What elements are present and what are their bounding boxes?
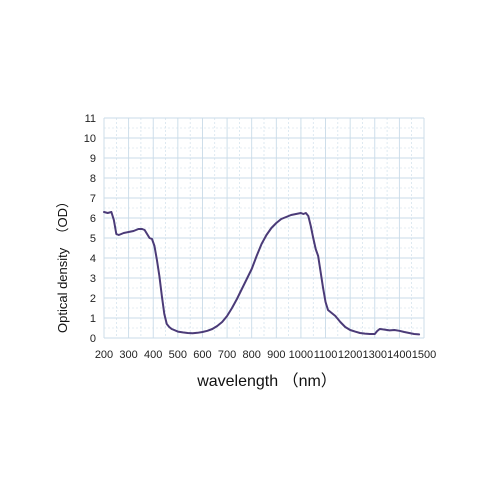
x-tick-label: 900 <box>267 349 285 361</box>
x-tick-label: 1400 <box>387 349 411 361</box>
y-tick-label: 0 <box>90 333 96 345</box>
x-tick-label: 300 <box>119 349 137 361</box>
y-tick-label: 6 <box>90 213 96 225</box>
y-tick-labels: 0 1 2 3 4 5 6 7 8 9 10 11 <box>84 113 96 345</box>
series-lines <box>103 211 421 336</box>
y-tick-label: 10 <box>84 133 96 145</box>
x-tick-label: 1000 <box>289 349 313 361</box>
x-tick-label: 1500 <box>412 349 436 361</box>
x-tick-label: 1200 <box>338 349 362 361</box>
x-tick-labels: 200 300 400 500 600 700 800 900 1000 1100 1200 1300… <box>95 349 436 361</box>
x-axis-title: wavelength （nm） <box>196 372 337 390</box>
x-tick-label: 400 <box>144 349 162 361</box>
y-axis-title: Optical density （OD） <box>55 195 70 333</box>
y-tick-label: 11 <box>85 113 96 125</box>
y-tick-label: 7 <box>90 193 96 205</box>
x-tick-label: 600 <box>193 349 211 361</box>
grid <box>103 117 425 339</box>
x-tick-label: 500 <box>169 349 187 361</box>
y-tick-label: 2 <box>90 293 96 305</box>
x-tick-label: 700 <box>218 349 236 361</box>
x-tick-label: 800 <box>243 349 261 361</box>
x-tick-label: 1300 <box>363 349 387 361</box>
y-tick-label: 8 <box>90 173 96 185</box>
y-tick-label: 5 <box>90 233 96 245</box>
y-tick-label: 4 <box>90 253 96 265</box>
y-tick-label: 9 <box>90 153 96 165</box>
y-tick-label: 1 <box>90 313 96 325</box>
x-tick-label: 1100 <box>314 349 338 361</box>
series-line-optical-density <box>103 211 421 336</box>
x-tick-label: 200 <box>95 349 113 361</box>
y-tick-label: 3 <box>90 273 96 285</box>
